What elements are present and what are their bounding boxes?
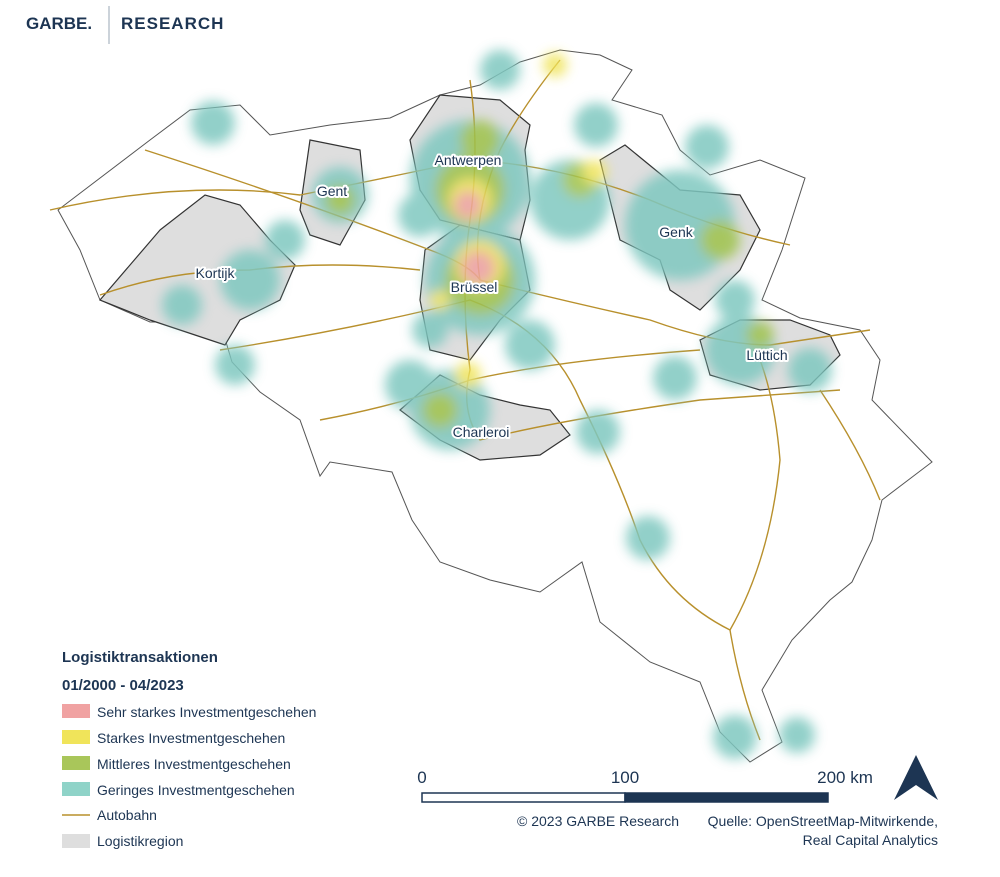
city-label: Lüttich	[746, 347, 787, 363]
credit-copyright: © 2023 GARBE Research	[517, 813, 679, 829]
city-label: Gent	[317, 183, 347, 199]
legend-swatch	[62, 834, 90, 848]
scale-label: 100	[611, 768, 639, 787]
city-label: Antwerpen	[435, 152, 502, 168]
legend-swatch	[62, 782, 90, 796]
city-label: Genk	[659, 224, 693, 240]
scale-label: 0	[417, 768, 426, 787]
legend-swatch	[62, 704, 90, 718]
north-arrow	[894, 755, 938, 800]
city-labels: Antwerpen Gent Kortijk Brüssel Genk Lütt…	[194, 150, 790, 442]
legend-label: Autobahn	[97, 807, 157, 823]
scale-segment	[421, 792, 626, 803]
legend-period: 01/2000 - 04/2023	[62, 677, 184, 694]
city-label: Kortijk	[196, 265, 236, 281]
credit-source: Real Capital Analytics	[803, 832, 938, 848]
legend-label: Geringes Investmentgeschehen	[97, 782, 295, 798]
legend-label: Mittleres Investmentgeschehen	[97, 756, 291, 772]
city-label: Charleroi	[453, 424, 510, 440]
section: RESEARCH	[121, 14, 224, 33]
brand: GARBE.	[26, 14, 92, 33]
credit-source: Quelle: OpenStreetMap-Mitwirkende,	[708, 813, 938, 829]
legend-label: Starkes Investmentgeschehen	[97, 730, 285, 746]
legend-label: Sehr starkes Investmentgeschehen	[97, 704, 316, 720]
scale-segment	[624, 792, 829, 803]
legend-title: Logistiktransaktionen	[62, 649, 218, 666]
legend-swatch	[62, 730, 90, 744]
scale-bar: 0 100 200 km	[417, 768, 873, 803]
city-label: Brüssel	[451, 279, 498, 295]
legend-label: Logistikregion	[97, 833, 183, 849]
scale-label: 200 km	[817, 768, 873, 787]
heatmap	[162, 50, 832, 759]
legend: Logistiktransaktionen 01/2000 - 04/2023 …	[62, 649, 316, 849]
legend-swatch	[62, 756, 90, 770]
